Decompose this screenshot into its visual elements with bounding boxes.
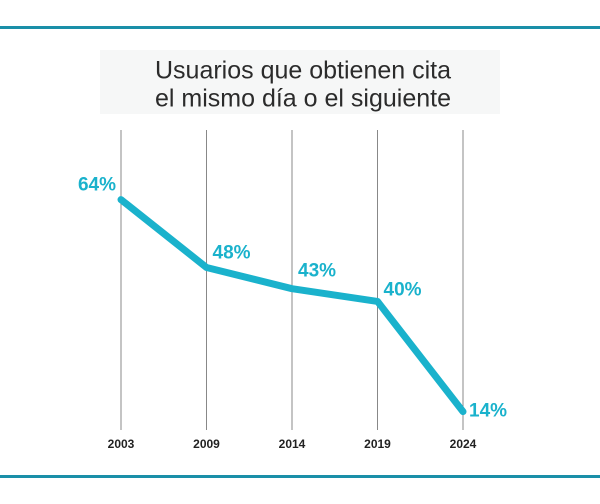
value-label: 14% <box>469 401 507 422</box>
x-tick-label: 2019 <box>364 437 391 451</box>
x-tick-label: 2003 <box>108 437 135 451</box>
chart-title: Usuarios que obtienen cita <box>155 57 451 85</box>
value-label: 40% <box>384 279 422 300</box>
value-label: 64% <box>78 175 116 196</box>
value-label: 48% <box>213 242 251 263</box>
x-tick-label: 2024 <box>450 437 477 451</box>
bottom-rule <box>0 475 600 478</box>
chart-title: el mismo día o el siguiente <box>155 85 451 113</box>
x-tick-label: 2014 <box>279 437 306 451</box>
value-label: 43% <box>298 261 336 282</box>
data-line <box>117 196 467 416</box>
title-band <box>100 50 500 114</box>
x-tick-label: 2009 <box>193 437 220 451</box>
top-rule <box>0 26 600 29</box>
